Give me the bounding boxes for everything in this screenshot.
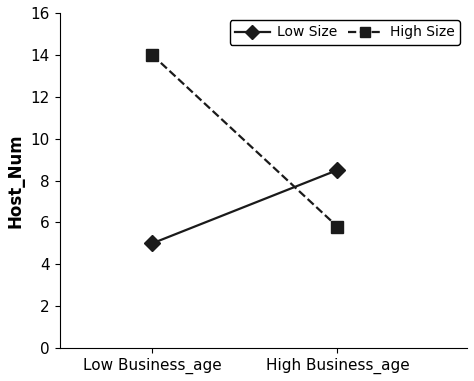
Legend: Low Size, High Size: Low Size, High Size bbox=[229, 20, 460, 45]
Y-axis label: Host_Num: Host_Num bbox=[7, 133, 25, 228]
